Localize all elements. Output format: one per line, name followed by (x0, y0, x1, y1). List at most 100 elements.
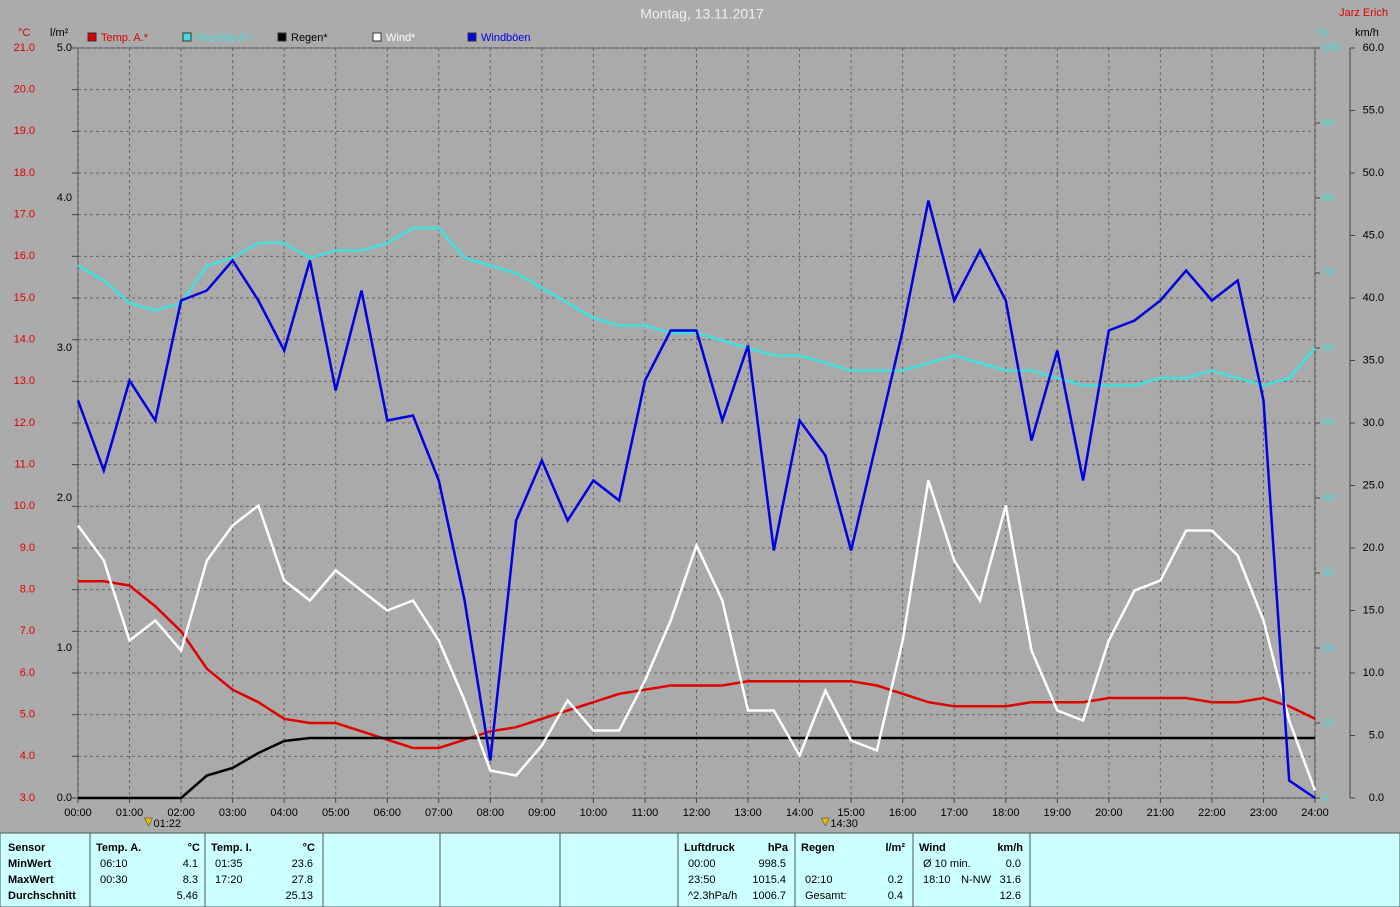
cell-value: 1015.4 (752, 874, 786, 886)
y-tick-label: 11.0 (14, 459, 35, 471)
legend-label: Temp. A.* (101, 32, 149, 44)
series-line (78, 736, 1315, 800)
y3-tick-label: 60 (1322, 342, 1334, 354)
block-title: Temp. A. (96, 842, 141, 854)
cell-time: Gesamt: (805, 890, 847, 902)
y4-tick-label: 30.0 (1363, 417, 1384, 429)
x-tick-label: 04:00 (270, 807, 298, 819)
x-tick-label: 09:00 (528, 807, 556, 819)
legend-swatch (277, 32, 287, 42)
cell-value: 31.6 (1000, 874, 1021, 886)
y-tick-label: 12.0 (14, 417, 35, 429)
annotation-icon (144, 817, 153, 827)
y2-unit: l/m² (50, 27, 69, 39)
stats-table (0, 832, 1400, 907)
y-tick-label: 13.0 (14, 375, 35, 387)
y4-tick-label: 45.0 (1363, 229, 1384, 241)
y4-tick-label: 5.0 (1369, 729, 1384, 741)
x-tick-label: 21:00 (1147, 807, 1175, 819)
cell-value: 23.6 (292, 858, 313, 870)
y2-tick-label: 4.0 (57, 192, 72, 204)
y4-tick-label: 20.0 (1363, 542, 1384, 554)
cell-value: 998.5 (758, 858, 786, 870)
y4-tick-label: 35.0 (1363, 354, 1384, 366)
y-tick-label: 19.0 (14, 125, 35, 137)
row-label: MaxWert (8, 874, 54, 886)
y-tick-label: 6.0 (20, 667, 35, 679)
block-unit: °C (188, 842, 200, 854)
y2-tick-label: 3.0 (57, 342, 72, 354)
block-title: Luftdruck (684, 842, 736, 854)
x-tick-label: 18:00 (992, 807, 1020, 819)
x-tick-label: 07:00 (425, 807, 453, 819)
cell-extra: N-NW (961, 874, 992, 886)
cell-time: 06:10 (100, 858, 128, 870)
block-unit: hPa (768, 842, 789, 854)
legend-label: Windböen (481, 32, 531, 44)
y-tick-label: 9.0 (20, 542, 35, 554)
y-tick-label: 14.0 (14, 334, 35, 346)
author: Jarz Erich (1339, 7, 1388, 19)
y3-tick-label: 80 (1322, 192, 1334, 204)
cell-value: 25.13 (285, 890, 313, 902)
y3-tick-label: 40 (1322, 492, 1334, 504)
y4-tick-label: 25.0 (1363, 479, 1384, 491)
y4-tick-label: 50.0 (1363, 167, 1384, 179)
x-tick-label: 10:00 (580, 807, 608, 819)
y4-tick-label: 10.0 (1363, 667, 1384, 679)
y-tick-label: 5.0 (20, 709, 35, 721)
cell-value: 27.8 (292, 874, 313, 886)
cell-value: 4.1 (183, 858, 198, 870)
y-tick-label: 20.0 (14, 84, 35, 96)
x-tick-label: 12:00 (683, 807, 711, 819)
y2-tick-label: 0.0 (57, 792, 72, 804)
y-tick-label: 4.0 (20, 750, 35, 762)
x-tick-label: 11:00 (632, 807, 659, 819)
row-label: MinWert (8, 858, 52, 870)
y3-tick-label: 100 (1322, 42, 1340, 54)
legend-swatch (87, 32, 97, 42)
x-tick-label: 03:00 (219, 807, 247, 819)
y3-tick-label: 30 (1322, 567, 1334, 579)
cell-value: 12.6 (1000, 890, 1021, 902)
series-line (76, 480, 1317, 791)
cell-value: 5.46 (177, 890, 198, 902)
y4-tick-label: 40.0 (1363, 292, 1384, 304)
y4-tick-label: 60.0 (1363, 42, 1384, 54)
x-tick-label: 15:00 (837, 807, 865, 819)
y3-unit: % (1318, 27, 1328, 39)
y2-tick-label: 2.0 (57, 492, 72, 504)
y-unit: °C (18, 27, 30, 39)
x-tick-label: 08:00 (477, 807, 505, 819)
y-tick-label: 21.0 (14, 42, 35, 54)
y3-tick-label: 10 (1322, 717, 1334, 729)
y3-tick-label: 50 (1322, 417, 1334, 429)
x-tick-label: 16:00 (889, 807, 917, 819)
legend-swatch (372, 32, 382, 42)
y3-tick-label: 70 (1322, 267, 1334, 279)
chart-title: Montag, 13.11.2017 (640, 6, 764, 22)
cell-value: 0.4 (888, 890, 903, 902)
y-tick-label: 17.0 (14, 209, 35, 221)
cell-time: 00:00 (688, 858, 716, 870)
cell-time: 02:10 (805, 874, 833, 886)
x-tick-label: 00:00 (64, 807, 92, 819)
cell-time: Ø 10 min. (923, 858, 971, 870)
y4-tick-label: 0.0 (1369, 792, 1384, 804)
block-title: Wind (919, 842, 946, 854)
row-label: Durchschnitt (8, 890, 76, 902)
cell-value: 1006.7 (752, 890, 786, 902)
row-label: Sensor (8, 842, 46, 854)
y3-tick-label: 90 (1322, 117, 1334, 129)
y-tick-label: 8.0 (20, 584, 35, 596)
x-tick-label: 23:00 (1250, 807, 1278, 819)
cell-value: 0.2 (888, 874, 903, 886)
y-tick-label: 15.0 (14, 292, 35, 304)
x-tick-label: 01:00 (116, 807, 144, 819)
cell-time: 23:50 (688, 874, 716, 886)
x-tick-label: 14:00 (786, 807, 814, 819)
annotation-label: 01:22 (153, 818, 181, 830)
annotation-label: 14:30 (830, 818, 858, 830)
cell-value: 0.0 (1006, 858, 1021, 870)
